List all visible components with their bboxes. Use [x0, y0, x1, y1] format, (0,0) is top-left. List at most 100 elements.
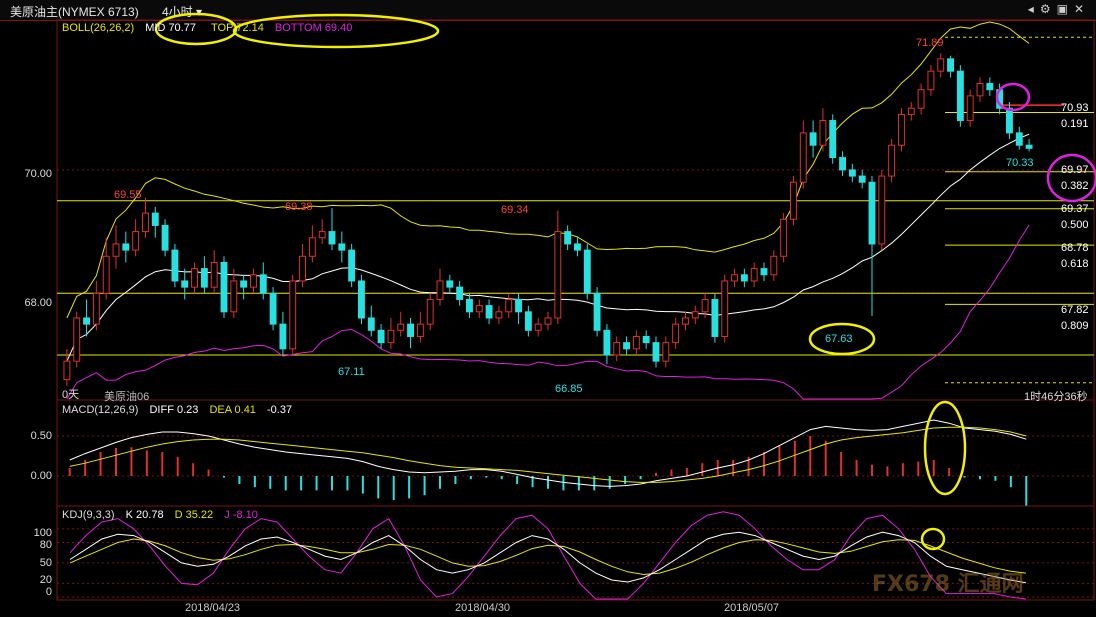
symbol-label[interactable]: 美原油主(NYMEX 6713) — [10, 5, 139, 19]
price-panel-frame — [56, 19, 1095, 401]
kdj-tick-50: 50 — [39, 557, 52, 569]
candle-body-61 — [662, 342, 670, 362]
candle-body-38 — [436, 280, 444, 300]
candle-body-74 — [790, 181, 797, 220]
candle-body-13 — [191, 268, 198, 288]
x-date-0: 2018/04/23 — [185, 602, 241, 614]
candle-body-28 — [338, 243, 346, 251]
candle-body-20 — [259, 274, 267, 294]
watermark-logo: FX678 汇通网 — [872, 572, 1024, 597]
candle-body-25 — [308, 237, 316, 257]
close-icon[interactable]: ✕ — [1073, 2, 1090, 16]
candle-body-64 — [691, 311, 699, 319]
candle-body-62 — [672, 323, 680, 344]
annotation-last-70-33: 70.33 — [1006, 157, 1034, 169]
candle-body-77 — [819, 120, 827, 146]
candle-body-45 — [505, 298, 513, 313]
candle-body-80 — [848, 169, 856, 177]
fib-price-0: 70.93 — [1061, 102, 1089, 114]
candle-body-54 — [593, 292, 601, 331]
candle-body-59 — [642, 335, 650, 344]
fib-ratio-3: 0.618 — [1061, 258, 1089, 270]
candle-body-50 — [554, 231, 562, 319]
candle-body-97 — [1015, 132, 1023, 146]
candle-body-30 — [358, 280, 365, 319]
candle-body-26 — [318, 231, 326, 239]
candle-body-57 — [623, 342, 630, 350]
candle-body-1 — [73, 317, 81, 362]
candle-body-15 — [210, 261, 218, 288]
kdj-tick-100: 100 — [33, 527, 52, 539]
candle-body-46 — [515, 298, 522, 313]
candle-body-16 — [220, 261, 228, 313]
candle-body-5 — [112, 243, 120, 257]
candle-body-14 — [200, 268, 208, 288]
candle-body-87 — [917, 89, 925, 109]
boll-mid-value: MID 70.77 — [145, 22, 196, 34]
candle-body-53 — [583, 249, 591, 294]
candle-body-21 — [269, 292, 277, 325]
candle-body-96 — [1006, 107, 1013, 134]
macd-tick-0-00: 0.00 — [30, 470, 52, 482]
candle-body-6 — [122, 243, 130, 251]
fib-price-4: 67.82 — [1061, 304, 1089, 316]
highlight-fib-ellipse — [1046, 153, 1096, 203]
candle-body-12 — [181, 280, 189, 288]
candle-body-51 — [564, 231, 572, 245]
kdj-legend: KDJ(9,3,3) K 20.78 D 35.22 J -8.10 — [62, 509, 266, 521]
boll-name: BOLL(26,26,2) — [62, 22, 135, 34]
fib-ratio-1: 0.382 — [1061, 180, 1089, 192]
window-controls: ◂⚙▣✕ — [1028, 2, 1090, 16]
kdj-k-line — [69, 531, 1027, 584]
candle-body-41 — [466, 298, 473, 313]
candle-body-7 — [132, 231, 140, 251]
annotation-low-67-63: 67.63 — [825, 333, 853, 345]
candle-body-43 — [485, 305, 493, 319]
fib-price-1: 69.97 — [1061, 164, 1089, 176]
candle-body-65 — [701, 298, 709, 313]
macd-legend: MACD(12,26,9) DIFF 0.23 DEA 0.41 -0.37 — [62, 404, 300, 416]
kdj-tick-0: 0 — [45, 586, 52, 598]
back-icon[interactable]: ◂ — [1027, 2, 1040, 16]
candle-body-79 — [839, 157, 846, 171]
candle-body-76 — [809, 132, 817, 146]
highlight-top-bottom-ellipse — [232, 13, 440, 49]
candle-body-73 — [780, 218, 788, 257]
boll-bottom-line — [66, 224, 1030, 400]
kdj-d: D 35.22 — [174, 509, 214, 521]
candle-body-56 — [613, 342, 621, 356]
candle-body-49 — [544, 317, 552, 325]
kdj-j-line — [69, 511, 1027, 600]
candle-body-27 — [328, 231, 336, 245]
highlight-low-ellipse — [808, 322, 876, 356]
kdj-d-line — [69, 538, 1027, 576]
macd-diff-line — [69, 419, 1027, 487]
highlight-candle-ellipse — [995, 82, 1031, 112]
kdj-name: KDJ(9,3,3) — [62, 509, 115, 521]
candle-body-37 — [426, 298, 434, 325]
fib-price-2: 69.37 — [1061, 203, 1089, 215]
settings-icon[interactable]: ⚙ — [1039, 2, 1057, 16]
candle-body-89 — [937, 58, 945, 72]
candle-body-63 — [682, 317, 689, 325]
macd-diff: DIFF 0.23 — [149, 404, 199, 416]
boll-legend: BOLL(26,26,2) MID 70.77 TOP 72.14 BOTTOM… — [62, 22, 360, 34]
candle-body-70 — [750, 268, 758, 282]
candle-body-90 — [947, 58, 954, 72]
kdj-tick-20: 20 — [39, 574, 52, 586]
candle-body-52 — [574, 243, 581, 251]
annotation-high-69-38: 69.38 — [285, 201, 313, 213]
candle-body-67 — [721, 280, 729, 337]
kdj-k: K 20.78 — [125, 509, 164, 521]
candle-body-98 — [1025, 144, 1033, 149]
candle-body-4 — [102, 255, 110, 294]
boll-top-line — [66, 21, 1030, 319]
highlight-macd-ellipse — [923, 400, 967, 496]
fib-ratio-0: 0.191 — [1061, 118, 1089, 130]
macd-name: MACD(12,26,9) — [62, 404, 139, 416]
candle-body-23 — [289, 280, 297, 350]
fib-ratio-4: 0.809 — [1061, 320, 1089, 332]
fib-ratio-2: 0.500 — [1061, 219, 1089, 231]
expand-icon[interactable]: ▣ — [1056, 2, 1074, 16]
